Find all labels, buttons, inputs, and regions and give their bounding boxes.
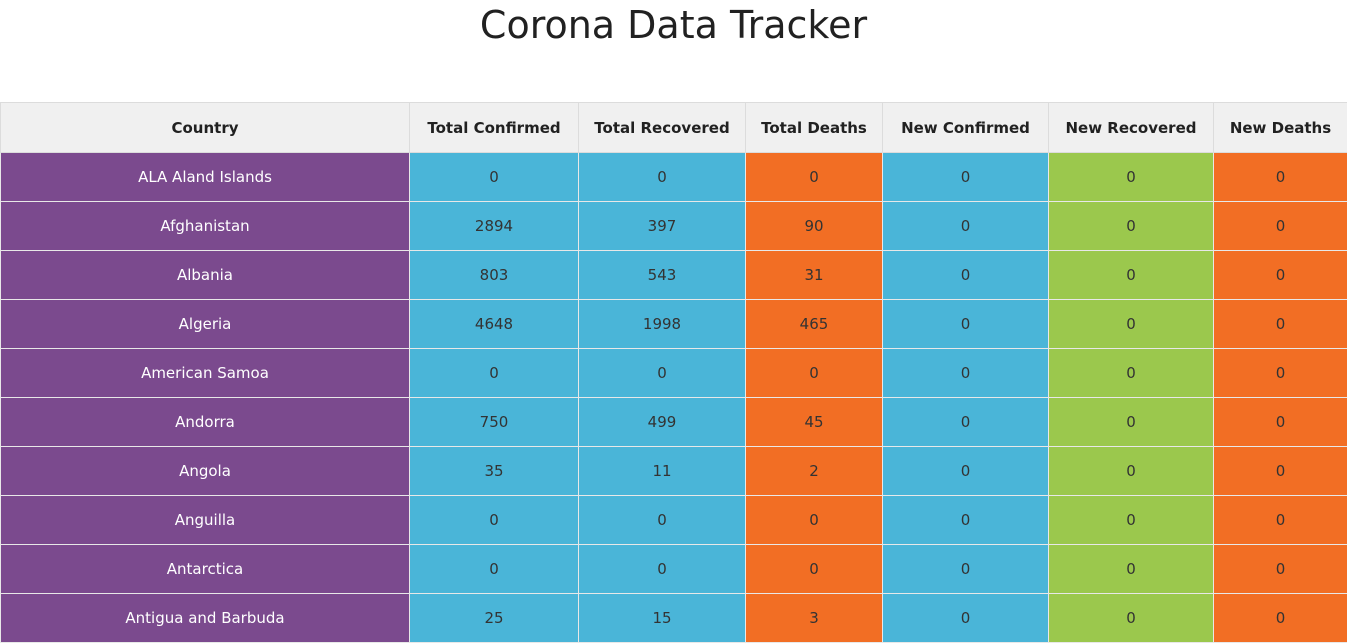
- new-confirmed-cell: 0: [883, 202, 1049, 251]
- total-recovered-cell: 397: [579, 202, 746, 251]
- total-recovered-cell: 0: [579, 153, 746, 202]
- new-deaths-cell: 0: [1214, 594, 1347, 643]
- total-deaths-cell: 0: [746, 349, 883, 398]
- total-deaths-cell: 0: [746, 153, 883, 202]
- new-recovered-cell: 0: [1049, 447, 1214, 496]
- new-recovered-cell: 0: [1049, 496, 1214, 545]
- new-confirmed-cell: 0: [883, 251, 1049, 300]
- total-confirmed-cell: 0: [410, 496, 579, 545]
- total-recovered-cell: 1998: [579, 300, 746, 349]
- country-cell: Algeria: [1, 300, 410, 349]
- country-cell: Antarctica: [1, 545, 410, 594]
- country-cell: ALA Aland Islands: [1, 153, 410, 202]
- country-cell: Afghanistan: [1, 202, 410, 251]
- country-cell: Angola: [1, 447, 410, 496]
- total-deaths-cell: 2: [746, 447, 883, 496]
- country-cell: Anguilla: [1, 496, 410, 545]
- total-confirmed-cell: 750: [410, 398, 579, 447]
- new-confirmed-cell: 0: [883, 594, 1049, 643]
- country-cell: American Samoa: [1, 349, 410, 398]
- header-new-recovered[interactable]: New Recovered: [1049, 103, 1214, 153]
- new-confirmed-cell: 0: [883, 545, 1049, 594]
- new-recovered-cell: 0: [1049, 202, 1214, 251]
- new-deaths-cell: 0: [1214, 545, 1347, 594]
- new-confirmed-cell: 0: [883, 153, 1049, 202]
- total-confirmed-cell: 0: [410, 349, 579, 398]
- new-deaths-cell: 0: [1214, 202, 1347, 251]
- page-title: Corona Data Tracker: [0, 0, 1347, 50]
- total-deaths-cell: 0: [746, 545, 883, 594]
- total-confirmed-cell: 4648: [410, 300, 579, 349]
- total-deaths-cell: 465: [746, 300, 883, 349]
- total-recovered-cell: 15: [579, 594, 746, 643]
- new-confirmed-cell: 0: [883, 300, 1049, 349]
- total-confirmed-cell: 0: [410, 545, 579, 594]
- total-recovered-cell: 11: [579, 447, 746, 496]
- new-recovered-cell: 0: [1049, 251, 1214, 300]
- header-total-recovered[interactable]: Total Recovered: [579, 103, 746, 153]
- new-deaths-cell: 0: [1214, 153, 1347, 202]
- total-deaths-cell: 3: [746, 594, 883, 643]
- new-deaths-cell: 0: [1214, 398, 1347, 447]
- corona-data-table: Country Total Confirmed Total Recovered …: [0, 102, 1347, 643]
- new-deaths-cell: 0: [1214, 496, 1347, 545]
- total-deaths-cell: 45: [746, 398, 883, 447]
- new-confirmed-cell: 0: [883, 447, 1049, 496]
- header-total-confirmed[interactable]: Total Confirmed: [410, 103, 579, 153]
- total-confirmed-cell: 25: [410, 594, 579, 643]
- country-cell: Albania: [1, 251, 410, 300]
- total-deaths-cell: 31: [746, 251, 883, 300]
- table-header: Country Total Confirmed Total Recovered …: [1, 103, 1347, 153]
- new-recovered-cell: 0: [1049, 398, 1214, 447]
- total-recovered-cell: 0: [579, 545, 746, 594]
- total-deaths-cell: 90: [746, 202, 883, 251]
- new-deaths-cell: 0: [1214, 349, 1347, 398]
- new-deaths-cell: 0: [1214, 251, 1347, 300]
- header-country[interactable]: Country: [1, 103, 410, 153]
- new-recovered-cell: 0: [1049, 545, 1214, 594]
- header-total-deaths[interactable]: Total Deaths: [746, 103, 883, 153]
- new-recovered-cell: 0: [1049, 300, 1214, 349]
- total-confirmed-cell: 803: [410, 251, 579, 300]
- total-recovered-cell: 0: [579, 349, 746, 398]
- total-confirmed-cell: 35: [410, 447, 579, 496]
- total-deaths-cell: 0: [746, 496, 883, 545]
- country-cell: Antigua and Barbuda: [1, 594, 410, 643]
- new-recovered-cell: 0: [1049, 349, 1214, 398]
- new-confirmed-cell: 0: [883, 398, 1049, 447]
- total-recovered-cell: 543: [579, 251, 746, 300]
- header-new-deaths[interactable]: New Deaths: [1214, 103, 1347, 153]
- total-recovered-cell: 499: [579, 398, 746, 447]
- total-confirmed-cell: 0: [410, 153, 579, 202]
- new-confirmed-cell: 0: [883, 349, 1049, 398]
- new-confirmed-cell: 0: [883, 496, 1049, 545]
- new-deaths-cell: 0: [1214, 300, 1347, 349]
- new-recovered-cell: 0: [1049, 594, 1214, 643]
- header-new-confirmed[interactable]: New Confirmed: [883, 103, 1049, 153]
- total-confirmed-cell: 2894: [410, 202, 579, 251]
- new-recovered-cell: 0: [1049, 153, 1214, 202]
- total-recovered-cell: 0: [579, 496, 746, 545]
- header-row: Country Total Confirmed Total Recovered …: [1, 103, 1347, 153]
- country-cell: Andorra: [1, 398, 410, 447]
- new-deaths-cell: 0: [1214, 447, 1347, 496]
